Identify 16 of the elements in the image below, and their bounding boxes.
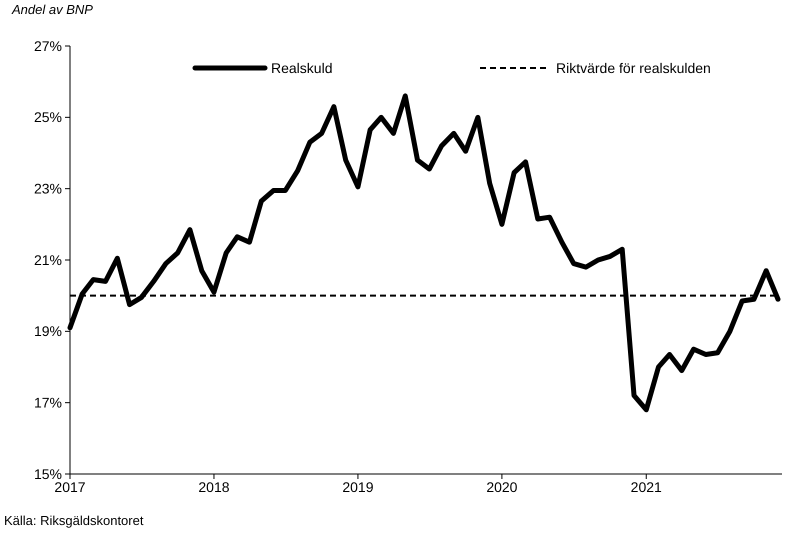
- x-tick-label: 2021: [630, 479, 662, 495]
- x-tick-label: 2017: [54, 479, 86, 495]
- legend-label: Riktvärde för realskulden: [556, 60, 711, 76]
- y-tick-label: 27%: [34, 38, 62, 54]
- y-axis-title: Andel av BNP: [11, 2, 94, 17]
- y-tick-label: 19%: [34, 323, 62, 340]
- y-tick-label: 17%: [34, 394, 62, 411]
- x-tick-label: 2019: [342, 479, 374, 495]
- legend-label: Realskuld: [271, 60, 332, 76]
- text: Källa: Riksgäldskontoret: [4, 513, 144, 528]
- y-tick-label: 23%: [34, 180, 62, 197]
- x-tick-label: 2020: [486, 479, 518, 495]
- y-tick-label: 15%: [34, 466, 62, 482]
- y-tick-label: 25%: [34, 109, 62, 126]
- y-tick-label: 21%: [34, 252, 62, 268]
- x-tick-label: 2018: [198, 479, 230, 495]
